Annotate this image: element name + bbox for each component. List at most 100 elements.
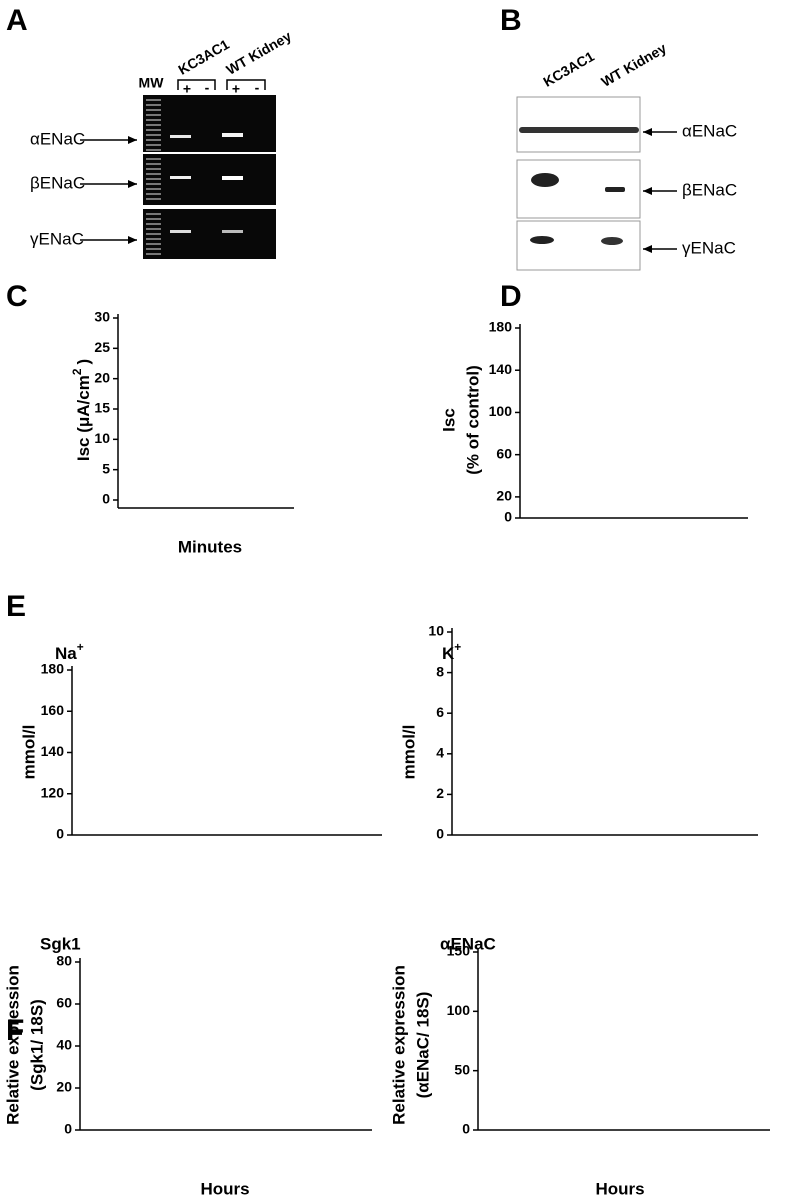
y-axis-label-sup: 2 <box>70 368 84 375</box>
ladder-band <box>146 243 161 245</box>
gel-band <box>222 230 243 233</box>
x-axis-label: Minutes <box>178 537 242 556</box>
y-tick-label: 140 <box>489 361 513 377</box>
y-tick-label: 20 <box>56 1079 72 1095</box>
y-tick-label: 10 <box>94 430 110 446</box>
gel-band <box>222 176 243 180</box>
gel <box>143 154 276 205</box>
panel-label: D <box>500 280 522 313</box>
blot-band <box>519 127 639 133</box>
blot <box>516 96 641 153</box>
sample-label: KC3AC1 <box>540 48 597 90</box>
y-tick-label: 140 <box>41 743 65 759</box>
sample-label: KC3AC1 <box>175 36 232 78</box>
y-tick-label: 0 <box>462 1121 470 1137</box>
lane-label: + <box>232 81 240 97</box>
gel <box>143 95 276 152</box>
y-tick-label: 6 <box>436 704 444 720</box>
ladder-band <box>146 218 161 220</box>
y-axis-label: (% of control) <box>463 365 482 475</box>
sample-label: WT Kidney <box>598 40 669 90</box>
ladder-band <box>146 213 161 215</box>
ladder-band <box>146 124 161 126</box>
y-tick-label: 180 <box>41 661 65 677</box>
gene-label: βENaC <box>682 180 737 199</box>
y-tick-label: 2 <box>436 785 444 801</box>
arrow-head <box>643 245 652 253</box>
gel-band <box>170 135 191 138</box>
gene-label: γENaC <box>30 229 84 248</box>
y-axis-label: mmol/l <box>19 725 38 780</box>
gel-band <box>222 133 243 137</box>
panel-label: E <box>6 590 26 623</box>
ladder-band <box>146 149 161 151</box>
ladder-band <box>146 104 161 106</box>
chart-title-sup: + <box>454 640 461 654</box>
ladder-band <box>146 144 161 146</box>
y-tick-label: 100 <box>447 1002 471 1018</box>
y-tick-label: 25 <box>94 339 110 355</box>
y-axis-label: Isc (μA/cm2) <box>70 359 93 461</box>
y-tick-label: 60 <box>56 995 72 1011</box>
y-tick-label: 120 <box>41 784 65 800</box>
chart-title-text: K <box>442 644 455 663</box>
y-tick-label: 50 <box>454 1061 470 1077</box>
y-tick-label: 10 <box>428 623 444 639</box>
arrow-head <box>643 187 652 195</box>
y-tick-label: 80 <box>56 953 72 969</box>
ladder-band <box>146 109 161 111</box>
lane-label: - <box>205 80 210 96</box>
y-tick-label: 0 <box>56 826 64 842</box>
ladder-band <box>146 198 161 200</box>
blot-band <box>531 173 559 187</box>
y-tick-label: 0 <box>504 509 512 525</box>
gel-band <box>170 176 191 179</box>
ladder-band <box>146 99 161 101</box>
y-tick-label: 20 <box>496 488 512 504</box>
ladder-band <box>146 158 161 160</box>
ladder-band <box>146 193 161 195</box>
y-tick-label: 8 <box>436 663 444 679</box>
y-axis-label: (Sgk1/ 18S) <box>27 999 46 1091</box>
lane-label: + <box>183 81 191 97</box>
ladder-band <box>146 178 161 180</box>
blot-band <box>601 237 623 245</box>
y-tick-label: 150 <box>447 943 471 959</box>
ladder-band <box>146 134 161 136</box>
gene-label: γENaC <box>682 238 736 257</box>
y-tick-label: 4 <box>436 745 444 761</box>
y-tick-label: 5 <box>102 460 110 476</box>
y-tick-label: 0 <box>64 1121 72 1137</box>
panel-label: B <box>500 4 522 37</box>
arrow-head <box>128 136 137 144</box>
sample-label: WT Kidney <box>223 28 294 78</box>
ladder-band <box>146 238 161 240</box>
y-tick-label: 15 <box>94 400 110 416</box>
lane-label: - <box>255 80 260 96</box>
gene-label: βENaC <box>30 173 85 192</box>
ladder-band <box>146 233 161 235</box>
y-tick-label: 0 <box>436 826 444 842</box>
gel-band <box>170 230 191 233</box>
y-tick-label: 0 <box>102 491 110 507</box>
ladder-band <box>146 129 161 131</box>
ladder-band <box>146 253 161 255</box>
ladder-band <box>146 114 161 116</box>
blot <box>516 220 641 271</box>
y-axis-label: (αENaC/ 18S) <box>413 992 432 1099</box>
chart-title-sup: + <box>77 640 84 654</box>
chart-title: Sgk1 <box>40 934 81 953</box>
y-axis-label-text: ) <box>74 359 93 365</box>
y-axis-label: mmol/l <box>399 725 418 780</box>
arrow-head <box>128 180 137 188</box>
arrow-head <box>128 236 137 244</box>
ladder-band <box>146 223 161 225</box>
y-axis-label: Relative expression <box>389 965 408 1125</box>
ladder-band <box>146 248 161 250</box>
ladder-band <box>146 139 161 141</box>
arrow-head <box>643 128 652 136</box>
gene-label: αENaC <box>30 129 85 148</box>
y-tick-label: 20 <box>94 369 110 385</box>
y-tick-label: 30 <box>94 309 110 325</box>
mw-label: MW <box>139 75 165 91</box>
